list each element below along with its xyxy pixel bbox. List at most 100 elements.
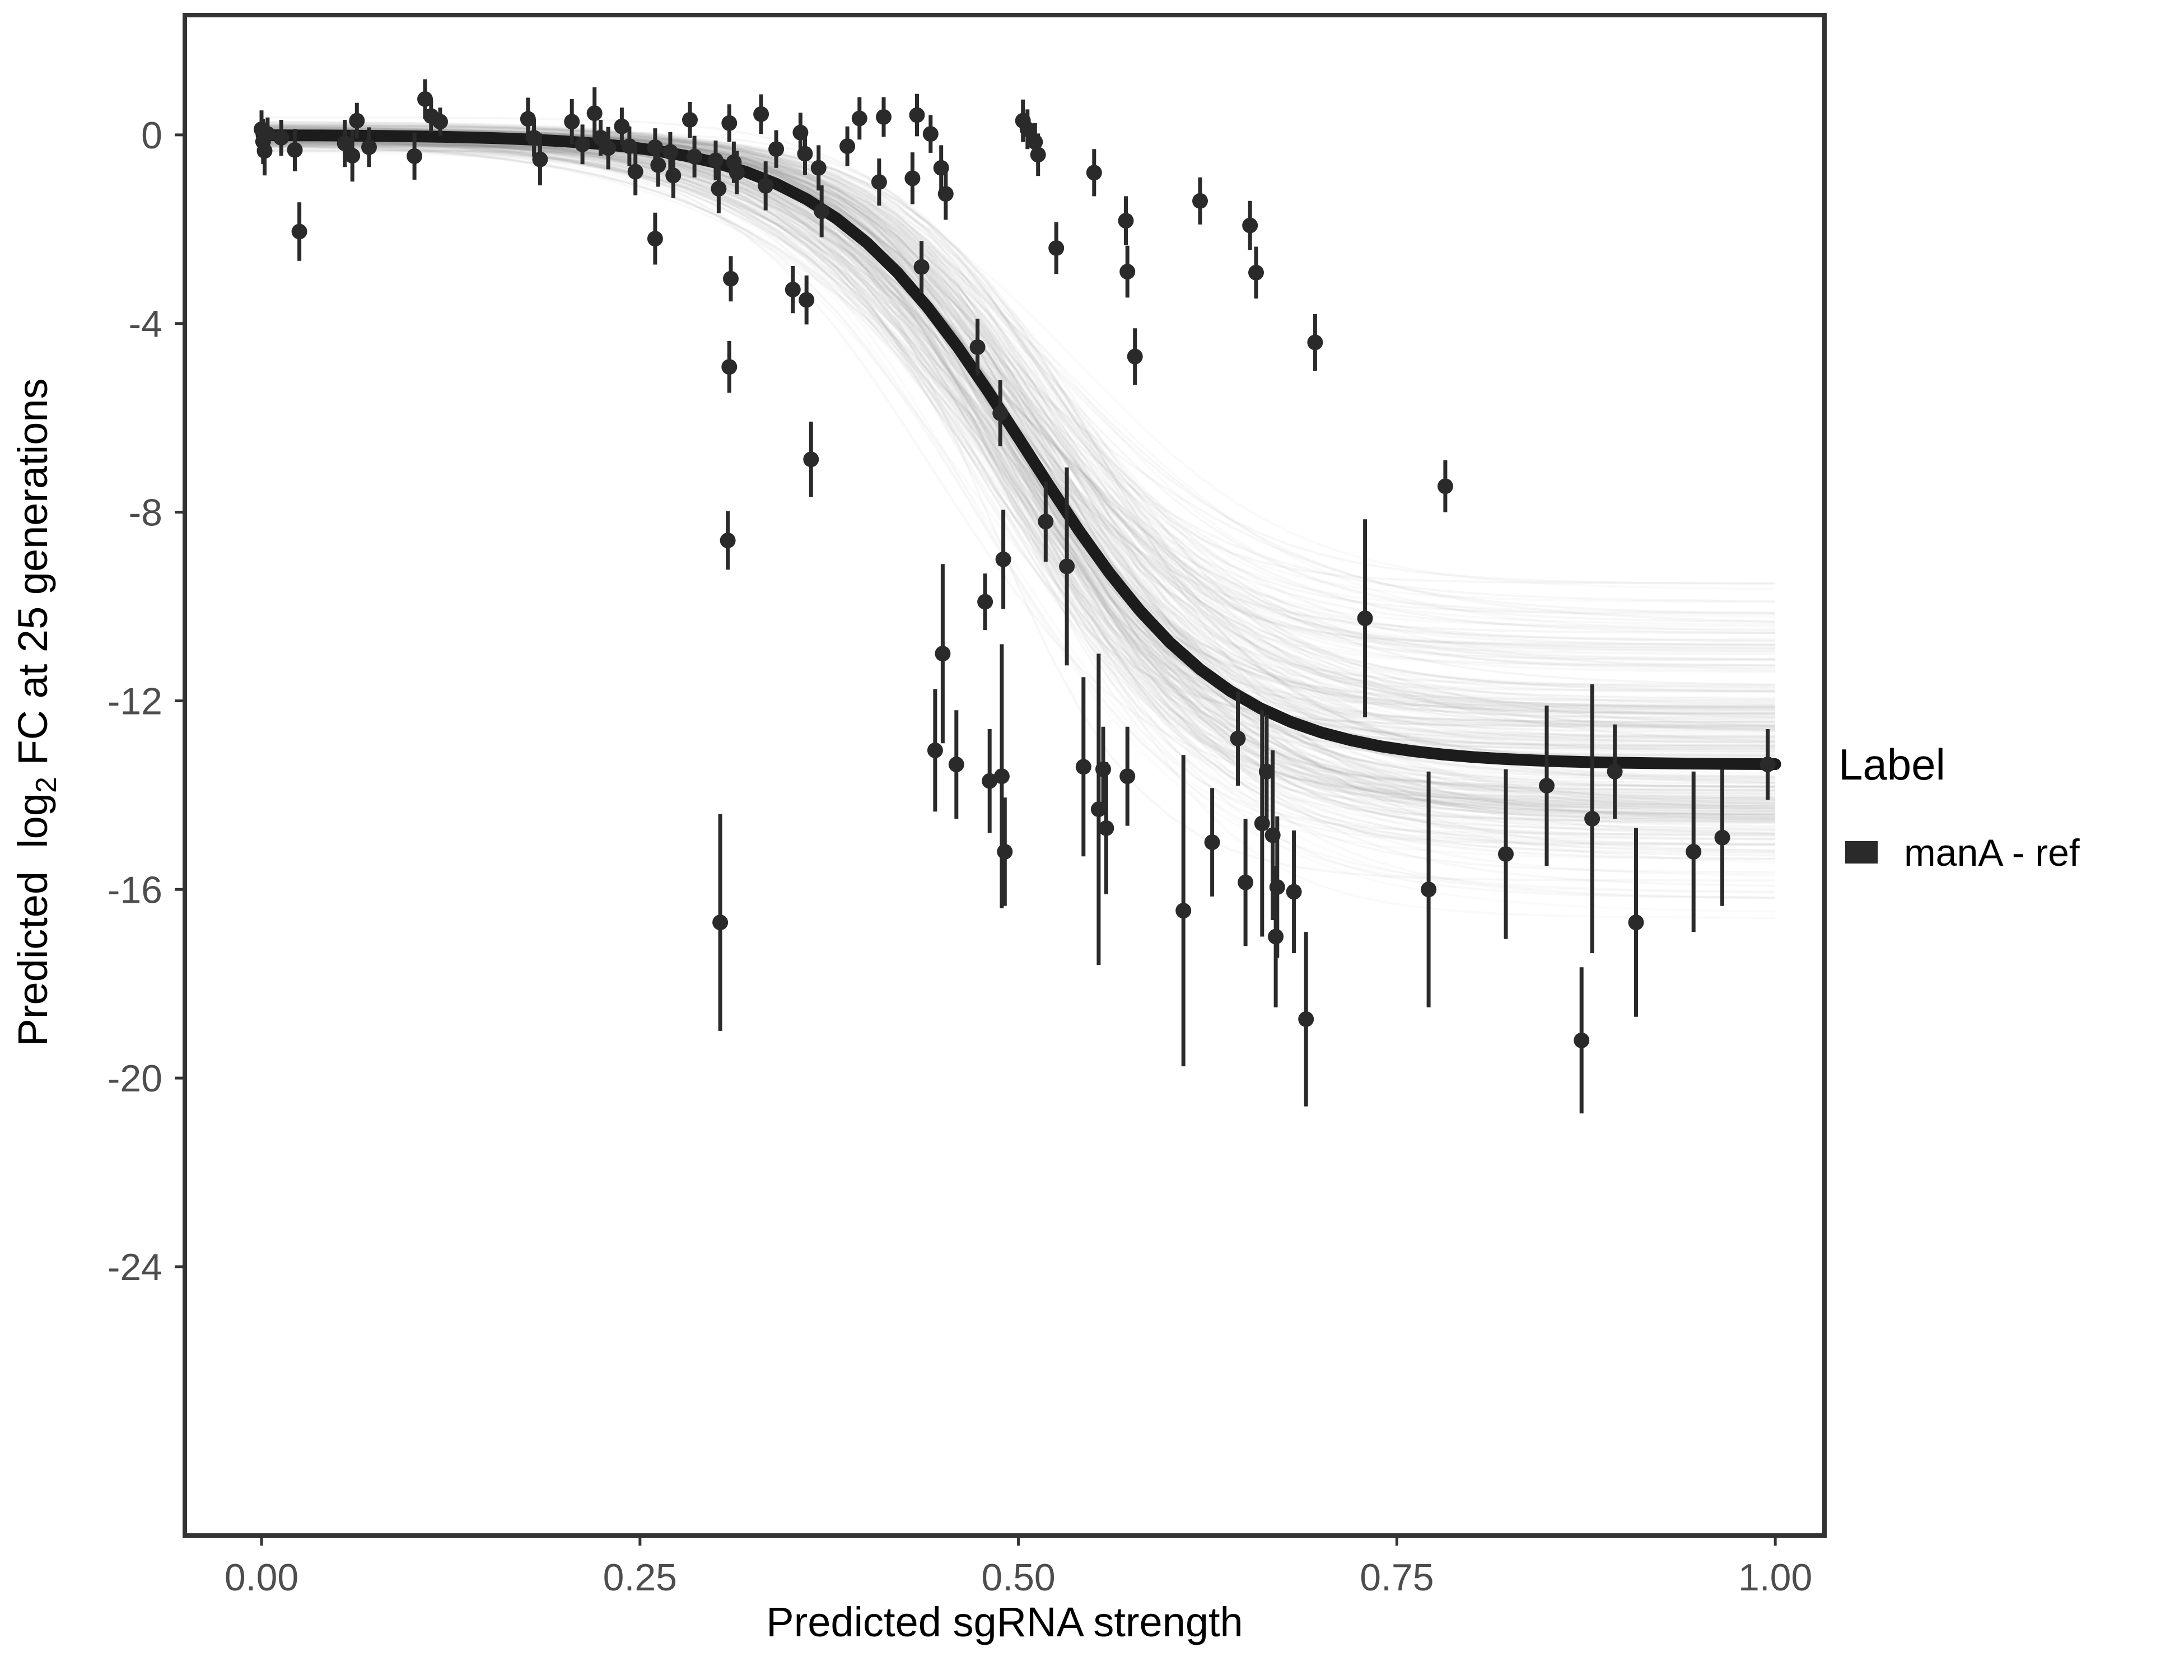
data-point	[839, 138, 856, 155]
data-point	[995, 551, 1011, 567]
data-point	[1127, 348, 1143, 365]
posterior-draw-curve	[261, 129, 1776, 827]
data-point	[287, 142, 303, 158]
posterior-draw-curve	[261, 142, 1776, 667]
data-point	[927, 742, 943, 758]
posterior-draw-curve	[261, 120, 1776, 899]
data-point	[803, 451, 819, 468]
data-point	[1175, 903, 1192, 919]
data-point	[1714, 829, 1730, 846]
data-point	[520, 111, 536, 127]
data-point	[256, 143, 273, 159]
data-point	[273, 130, 290, 146]
posterior-draw-curve	[261, 138, 1776, 603]
posterior-draw-curve	[261, 144, 1776, 808]
data-point	[1298, 1011, 1314, 1027]
data-point	[785, 282, 801, 298]
posterior-draw-curve	[261, 139, 1776, 642]
posterior-draw-curve	[261, 142, 1776, 661]
posterior-draw-curve	[261, 140, 1776, 785]
posterior-draw-curve	[262, 143, 1776, 707]
data-point	[712, 914, 729, 931]
y-axis-title-subscript: 2	[30, 777, 63, 793]
data-point	[259, 126, 276, 142]
data-point	[1230, 730, 1246, 746]
data-point	[1019, 121, 1035, 137]
posterior-draw-curve	[261, 144, 1776, 780]
posterior-draw-curve	[261, 144, 1776, 746]
posterior-draw-curves	[261, 116, 1776, 919]
data-point	[1268, 928, 1284, 945]
data-point	[711, 180, 727, 197]
posterior-draw-curve	[261, 137, 1776, 705]
posterior-draw-curve	[262, 145, 1776, 726]
posterior-draw-curve	[261, 137, 1776, 671]
data-point	[665, 167, 682, 184]
y-tick-label: -24	[108, 1246, 162, 1289]
x-axis-title: Predicted sgRNA strength	[766, 1599, 1243, 1645]
data-point	[1090, 801, 1107, 818]
posterior-draw-curve	[261, 129, 1776, 792]
x-tick-label: 0.25	[603, 1556, 677, 1599]
posterior-draw-curve	[261, 124, 1776, 822]
posterior-draw-curve	[261, 128, 1776, 688]
posterior-draw-curve	[261, 135, 1776, 740]
data-point	[564, 114, 580, 130]
posterior-draw-curve	[261, 137, 1776, 800]
data-point	[922, 126, 939, 142]
posterior-draw-curve	[261, 129, 1776, 714]
data-point	[349, 113, 365, 129]
data-point	[1098, 820, 1114, 836]
data-point	[1119, 264, 1136, 280]
panel-border	[183, 13, 1827, 1538]
data-point	[1607, 763, 1623, 780]
posterior-draw-curve	[261, 138, 1776, 727]
posterior-draw-curve	[261, 140, 1776, 778]
data-point	[1242, 217, 1258, 234]
posterior-draw-curve	[261, 143, 1776, 646]
y-tick-label: -8	[129, 492, 162, 534]
posterior-draw-curve	[262, 130, 1776, 748]
posterior-draw-curve	[261, 136, 1776, 852]
posterior-draw-curve	[261, 138, 1776, 877]
data-point	[1760, 757, 1776, 773]
posterior-draw-curve	[261, 141, 1776, 811]
posterior-draw-curve	[261, 148, 1776, 803]
posterior-draw-curve	[261, 146, 1776, 798]
posterior-draw-curve	[261, 141, 1776, 804]
posterior-draw-curve	[261, 141, 1776, 788]
x-axis-ticks: 0.00 0.25 0.50 0.75 1.00	[225, 1536, 1812, 1599]
data-point	[1038, 514, 1054, 530]
legend-key-swatch	[1845, 841, 1878, 864]
posterior-draw-curve	[261, 133, 1776, 623]
data-point	[407, 148, 423, 164]
data-point	[1628, 914, 1644, 931]
posterior-draw-curve	[261, 136, 1776, 801]
posterior-draw-curve	[261, 136, 1776, 795]
posterior-draw-curve	[261, 127, 1776, 737]
posterior-draw-curve	[261, 127, 1776, 728]
data-point	[937, 186, 954, 202]
posterior-draw-curve	[261, 127, 1776, 809]
posterior-draw-curve	[262, 144, 1776, 724]
data-point	[682, 112, 698, 128]
data-point	[1238, 874, 1254, 890]
data-point	[532, 151, 548, 167]
legend: Label manA - ref	[1838, 740, 2080, 874]
data-point	[913, 259, 930, 275]
data-point	[992, 405, 1009, 421]
data-point	[627, 164, 643, 180]
data-point	[650, 157, 666, 173]
data-point	[876, 109, 892, 125]
data-point	[1075, 759, 1091, 775]
data-point	[721, 359, 738, 375]
data-point	[1119, 768, 1136, 785]
data-point	[729, 165, 745, 181]
data-point	[647, 139, 663, 155]
data-point	[969, 339, 986, 355]
data-point	[977, 594, 993, 610]
posterior-draw-curve	[261, 137, 1776, 822]
data-point	[600, 140, 617, 156]
posterior-draw-curve	[261, 136, 1776, 813]
